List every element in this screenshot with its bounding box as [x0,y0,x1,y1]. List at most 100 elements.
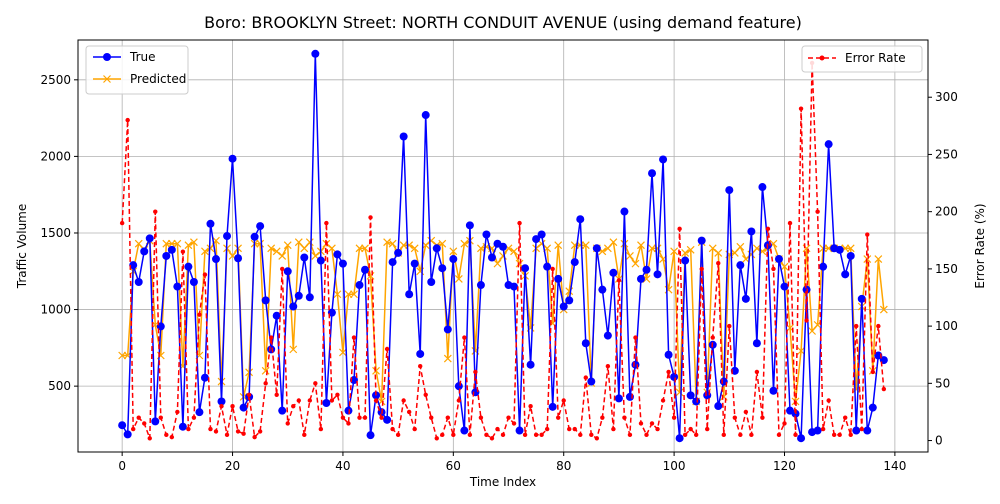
data-point [826,398,831,403]
data-point [572,426,577,432]
data-point [350,290,358,299]
data-point [659,155,668,164]
grid-lines [78,40,928,452]
right-y-tick-label: 300 [935,90,958,104]
data-point [357,415,362,420]
data-point [521,264,530,273]
data-point [664,350,673,359]
legend-right: Error Rate [801,45,923,73]
series-true [118,49,888,443]
data-point [815,209,820,214]
data-point [760,415,765,420]
left-y-axis-label: Traffic Volume [15,204,29,290]
data-point [675,434,684,443]
data-point [313,381,318,386]
data-point [289,302,298,311]
data-point [412,426,417,432]
data-point [434,436,439,441]
data-point [211,255,220,264]
data-point [686,245,695,254]
chart-title: Boro: BROOKLYN Street: NORTH CONDUIT AVE… [204,13,802,32]
data-point [261,296,270,305]
data-point [285,421,290,426]
data-point [780,282,789,291]
data-point [333,250,342,259]
data-point [368,215,373,220]
data-point [189,238,198,247]
data-point [478,415,484,420]
data-point [837,432,842,438]
data-point [533,432,539,438]
data-point [239,403,248,412]
data-point [394,248,403,257]
data-point [280,266,285,272]
data-point [714,402,723,411]
legend-marker [103,75,111,83]
data-point [881,386,887,392]
data-point [627,432,633,438]
data-point [305,293,314,302]
data-point [819,262,828,271]
data-point [581,339,590,348]
data-point [184,241,193,250]
data-point [776,432,782,438]
data-point [327,244,336,253]
data-point [841,270,850,279]
right-y-tick-label: 100 [935,319,958,333]
data-point [482,230,491,239]
data-point [272,311,281,320]
data-point [256,222,265,231]
data-point [626,252,634,260]
data-point [846,244,855,253]
data-point [213,429,219,434]
data-point [495,426,500,432]
data-point [528,404,533,409]
data-point [587,377,596,386]
data-point [631,259,640,268]
data-point [346,421,351,426]
data-point [162,251,171,260]
data-point [234,254,243,263]
data-point [581,241,590,250]
data-point [206,219,215,228]
data-point [362,415,368,420]
data-point [344,406,353,415]
data-point [493,259,502,268]
plot-frame [77,39,929,453]
data-point [846,251,855,260]
data-point [162,239,171,248]
data-point [747,227,756,236]
data-point [410,244,419,253]
data-point [649,421,655,426]
data-point [603,331,612,340]
data-point [550,266,555,272]
data-point [252,434,257,440]
data-point [384,346,390,352]
data-point [526,360,535,369]
data-point [671,415,677,420]
data-point [716,260,721,266]
data-point [379,415,384,420]
x-axis-label: Time Index [469,475,536,489]
data-point [576,215,585,224]
data-point [638,421,644,426]
data-point [429,415,434,420]
data-point [631,360,640,369]
data-point [467,432,473,438]
data-point [217,397,226,406]
data-point [670,372,679,381]
data-point [245,368,254,377]
data-point [705,426,710,432]
right-y-tick-label: 0 [935,434,943,448]
right-y-tick-label: 250 [935,147,958,161]
x-tick-label: 20 [225,459,240,473]
data-point [283,267,292,276]
data-point [852,426,861,435]
data-point [454,382,463,391]
data-point [648,169,657,178]
data-point [427,236,436,245]
data-point [123,430,132,439]
data-point [125,117,130,123]
data-point [454,275,463,283]
data-point [736,261,745,270]
